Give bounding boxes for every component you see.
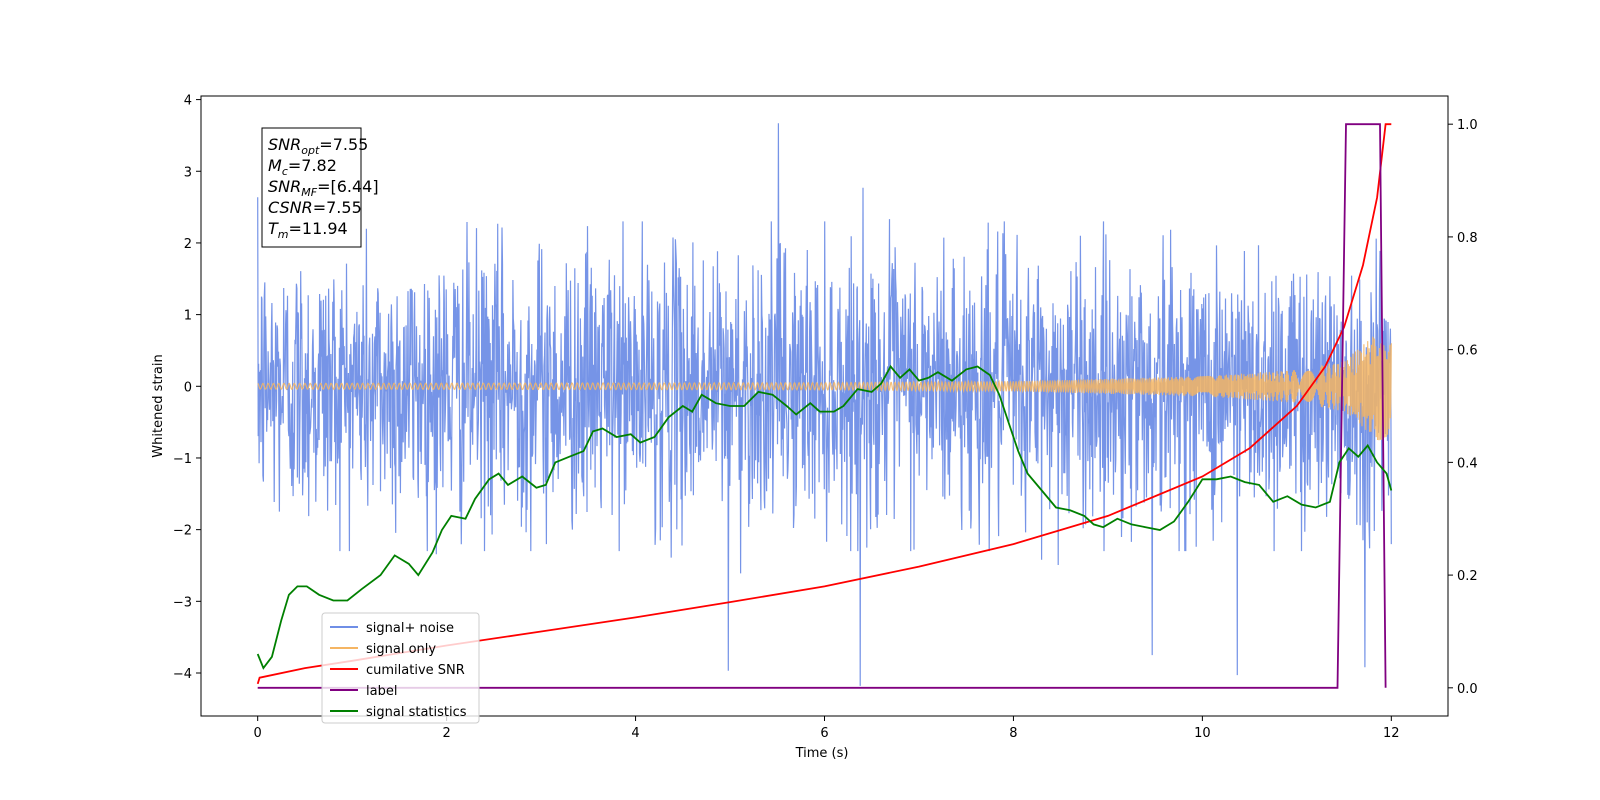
y-tick-label: 3 bbox=[184, 165, 192, 180]
legend-frame bbox=[321, 612, 480, 724]
legend: signal+ noise signal only cumilative SNR la… bbox=[321, 612, 480, 724]
x-tick-label: 8 bbox=[1009, 726, 1017, 741]
y2-tick-label: 0.4 bbox=[1457, 456, 1478, 471]
y-tick-label: −1 bbox=[173, 452, 192, 467]
series-signal-only bbox=[257, 336, 1392, 441]
x-tick-label: 10 bbox=[1194, 726, 1211, 741]
y2-tick-label: 0.0 bbox=[1457, 682, 1478, 697]
x-tick-label: 0 bbox=[254, 726, 262, 741]
y-tick-label: 2 bbox=[184, 237, 192, 252]
x-tick-label: 2 bbox=[442, 726, 450, 741]
y-tick-label: 1 bbox=[184, 309, 192, 324]
annotation-line: SNRopt=7.55 bbox=[268, 135, 368, 157]
series-signal-statistics bbox=[256, 364, 1393, 670]
y2-tick-label: 1.0 bbox=[1457, 118, 1478, 133]
legend-label: signal+ noise bbox=[366, 621, 454, 636]
series-label bbox=[257, 123, 1387, 689]
legend-label: label bbox=[366, 684, 397, 699]
y-tick-label: −3 bbox=[173, 595, 192, 610]
x-tick-label: 4 bbox=[631, 726, 639, 741]
y-tick-label: −4 bbox=[173, 667, 192, 682]
annotation-line: SNRMF=[6.44] bbox=[268, 177, 379, 199]
y-tick-label: 0 bbox=[184, 380, 192, 395]
annotation-line: Mc=7.82 bbox=[268, 156, 337, 178]
y2-tick-label: 0.8 bbox=[1457, 231, 1478, 246]
x-tick-label: 6 bbox=[820, 726, 828, 741]
legend-label: cumilative SNR bbox=[366, 663, 465, 678]
y-axis-right: 0.0 0.2 0.4 0.6 0.8 1.0 bbox=[1448, 118, 1478, 697]
annotation-frame bbox=[261, 127, 362, 248]
y-axis-left: −4 −3 −2 −1 0 1 2 3 4 bbox=[173, 94, 201, 682]
x-axis-label: Time (s) bbox=[795, 746, 849, 761]
y2-tick-label: 0.6 bbox=[1457, 344, 1478, 359]
annotation-line: CSNR=7.55 bbox=[268, 198, 362, 217]
y-tick-label: 4 bbox=[184, 94, 192, 109]
legend-label: signal only bbox=[366, 642, 436, 657]
y-axis-label: Whitened strain bbox=[151, 354, 166, 457]
legend-label: signal statistics bbox=[366, 705, 467, 720]
annotation-line: Tm=11.94 bbox=[268, 219, 348, 241]
x-tick-label: 12 bbox=[1383, 726, 1400, 741]
y2-tick-label: 0.2 bbox=[1457, 569, 1478, 584]
y-tick-label: −2 bbox=[173, 524, 192, 539]
